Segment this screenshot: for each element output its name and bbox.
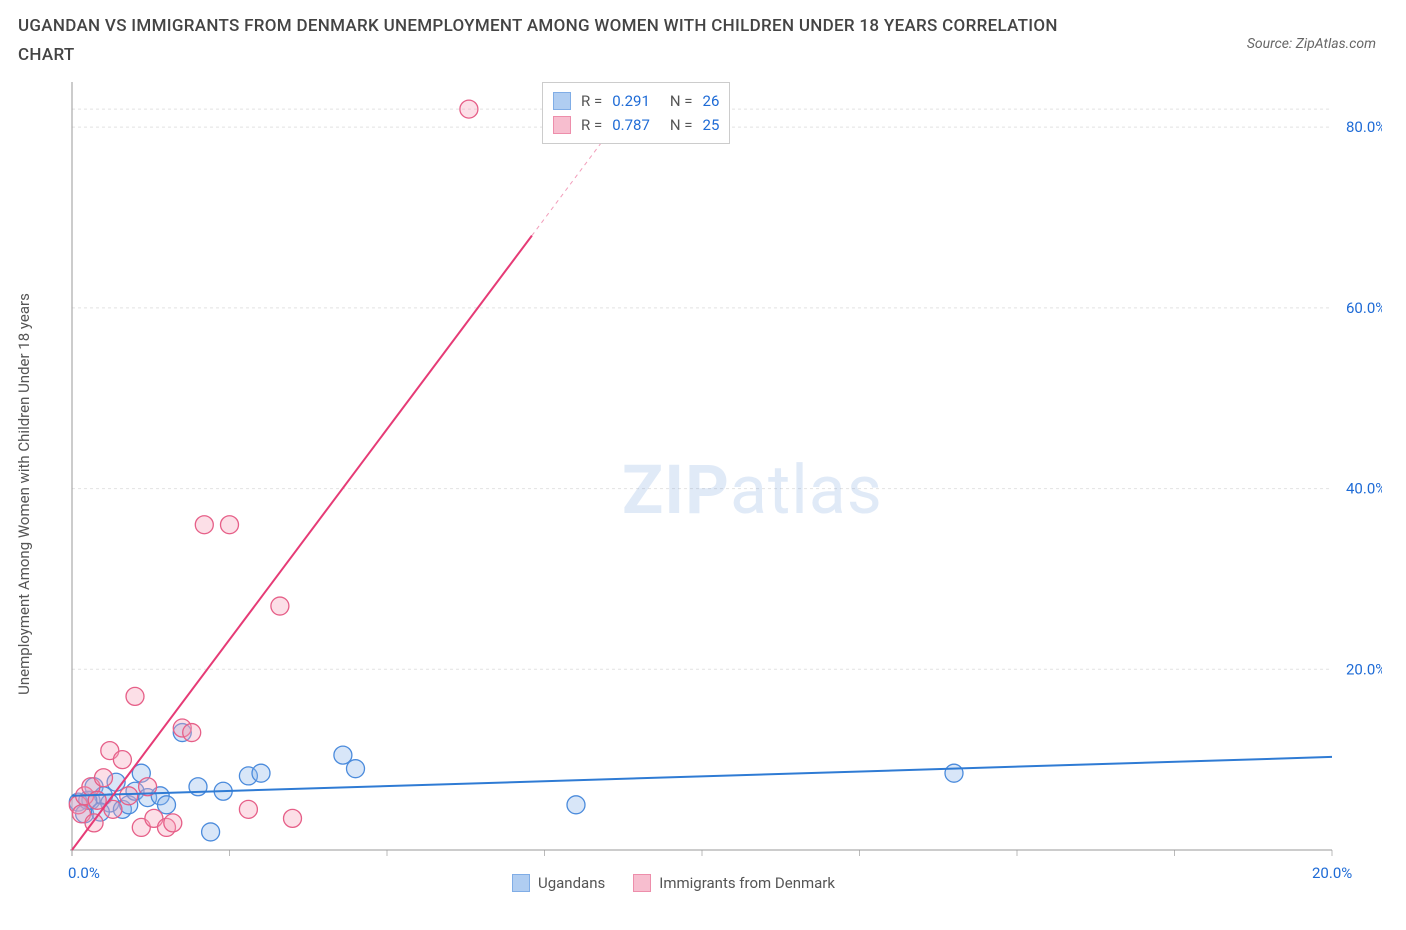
svg-text:80.0%: 80.0%: [1346, 118, 1382, 136]
svg-text:20.0%: 20.0%: [1312, 864, 1352, 882]
stat-label-n: N =: [670, 89, 693, 113]
stats-row-denmark: R = 0.787 N = 25: [553, 113, 719, 137]
legend-item-ugandans: Ugandans: [512, 874, 605, 892]
stat-swatch-denmark: [553, 116, 571, 134]
stat-n-denmark: 25: [703, 113, 720, 137]
legend: Ugandans Immigrants from Denmark: [512, 874, 835, 892]
stat-r-ugandans: 0.291: [612, 89, 650, 113]
stat-label-r: R =: [581, 89, 602, 113]
svg-text:20.0%: 20.0%: [1346, 660, 1382, 678]
svg-text:60.0%: 60.0%: [1346, 299, 1382, 317]
stat-r-denmark: 0.787: [612, 113, 650, 137]
scatter-chart-svg: 20.0% 40.0% 60.0% 80.0% 0.0% 20.0%: [62, 80, 1382, 890]
legend-label-ugandans: Ugandans: [538, 874, 605, 892]
legend-swatch-denmark: [633, 874, 651, 892]
stat-swatch-ugandans: [553, 92, 571, 110]
legend-item-denmark: Immigrants from Denmark: [633, 874, 835, 892]
stats-row-ugandans: R = 0.291 N = 26: [553, 89, 719, 113]
source-attribution: Source: ZipAtlas.com: [1247, 36, 1376, 52]
chart-title: UGANDAN VS IMMIGRANTS FROM DENMARK UNEMP…: [18, 12, 1118, 70]
chart-area: Unemployment Among Women with Children U…: [62, 80, 1382, 890]
stat-label-r: R =: [581, 113, 602, 137]
svg-text:40.0%: 40.0%: [1346, 480, 1382, 498]
svg-text:0.0%: 0.0%: [68, 864, 100, 882]
stat-label-n: N =: [670, 113, 693, 137]
stat-n-ugandans: 26: [703, 89, 720, 113]
y-axis-label: Unemployment Among Women with Children U…: [15, 293, 33, 695]
legend-swatch-ugandans: [512, 874, 530, 892]
stats-box: R = 0.291 N = 26 R = 0.787 N = 25: [542, 82, 730, 144]
legend-label-denmark: Immigrants from Denmark: [659, 874, 835, 892]
